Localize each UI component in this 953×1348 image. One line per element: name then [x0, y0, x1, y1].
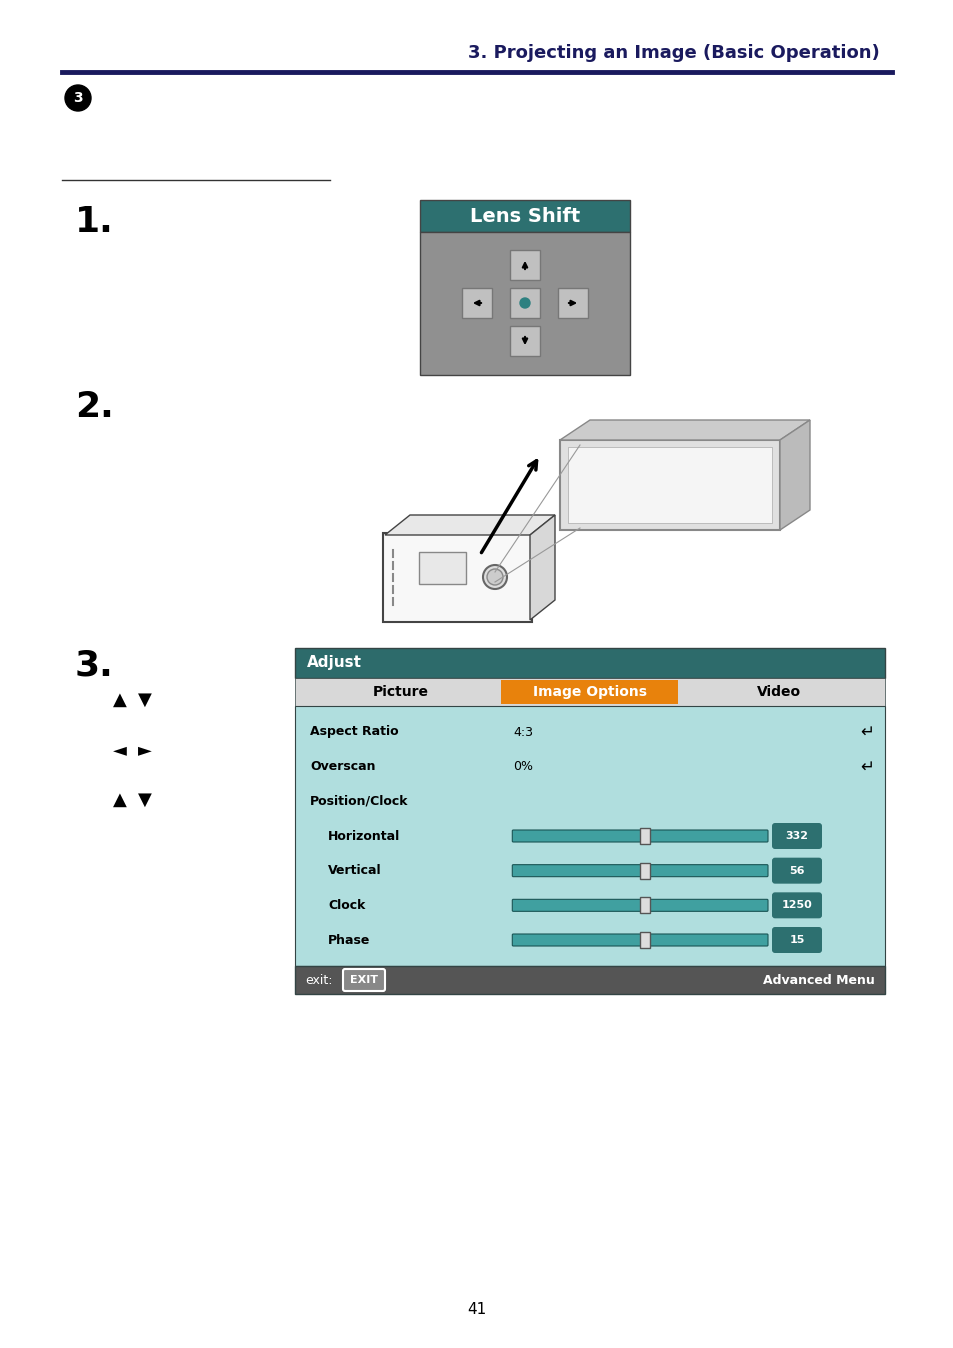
Text: ▲: ▲	[113, 791, 127, 809]
Text: Clock: Clock	[328, 899, 365, 911]
Text: ▼: ▼	[138, 791, 152, 809]
FancyBboxPatch shape	[294, 706, 884, 967]
Text: Horizontal: Horizontal	[328, 829, 400, 842]
FancyBboxPatch shape	[510, 249, 539, 280]
FancyBboxPatch shape	[419, 232, 629, 375]
Text: Advanced Menu: Advanced Menu	[762, 973, 874, 987]
Polygon shape	[559, 421, 809, 439]
FancyBboxPatch shape	[382, 532, 532, 621]
Text: Picture: Picture	[373, 685, 429, 700]
Text: 1250: 1250	[781, 900, 812, 910]
Text: Image Options: Image Options	[533, 685, 646, 700]
Text: Phase: Phase	[328, 934, 370, 946]
Text: 4:3: 4:3	[513, 725, 533, 739]
FancyBboxPatch shape	[512, 934, 767, 946]
Polygon shape	[567, 448, 771, 523]
Text: 15: 15	[788, 936, 803, 945]
Text: ►: ►	[138, 741, 152, 759]
Text: ▲: ▲	[113, 692, 127, 709]
Text: 3. Projecting an Image (Basic Operation): 3. Projecting an Image (Basic Operation)	[468, 44, 879, 62]
Circle shape	[482, 565, 506, 589]
Text: Vertical: Vertical	[328, 864, 381, 878]
Text: EXIT: EXIT	[350, 975, 377, 985]
Text: ◄: ◄	[113, 741, 127, 759]
Polygon shape	[530, 515, 555, 620]
FancyBboxPatch shape	[639, 898, 650, 914]
Text: 3.: 3.	[75, 648, 113, 682]
Text: 41: 41	[467, 1302, 486, 1317]
Text: 1.: 1.	[75, 205, 113, 239]
Circle shape	[65, 85, 91, 111]
Text: ↵: ↵	[860, 723, 873, 741]
FancyBboxPatch shape	[558, 288, 587, 318]
FancyBboxPatch shape	[501, 679, 678, 704]
Text: Aspect Ratio: Aspect Ratio	[310, 725, 398, 739]
FancyBboxPatch shape	[418, 551, 465, 584]
FancyBboxPatch shape	[294, 678, 884, 706]
Text: Position/Clock: Position/Clock	[310, 795, 408, 807]
FancyBboxPatch shape	[771, 857, 821, 884]
FancyBboxPatch shape	[771, 927, 821, 953]
FancyBboxPatch shape	[639, 828, 650, 844]
Text: Video: Video	[756, 685, 800, 700]
FancyBboxPatch shape	[510, 288, 539, 318]
Text: 3: 3	[73, 92, 83, 105]
FancyBboxPatch shape	[461, 288, 492, 318]
Text: Lens Shift: Lens Shift	[470, 206, 579, 225]
Circle shape	[486, 569, 502, 585]
FancyBboxPatch shape	[343, 969, 385, 991]
FancyBboxPatch shape	[512, 864, 767, 876]
Polygon shape	[559, 439, 780, 530]
FancyBboxPatch shape	[510, 326, 539, 356]
Text: 56: 56	[788, 865, 804, 876]
FancyBboxPatch shape	[419, 200, 629, 232]
Polygon shape	[780, 421, 809, 530]
Text: Adjust: Adjust	[307, 655, 361, 670]
FancyBboxPatch shape	[512, 830, 767, 842]
FancyBboxPatch shape	[512, 899, 767, 911]
FancyBboxPatch shape	[639, 863, 650, 879]
Polygon shape	[385, 515, 555, 535]
Text: 0%: 0%	[513, 760, 533, 774]
FancyBboxPatch shape	[639, 931, 650, 948]
FancyBboxPatch shape	[771, 892, 821, 918]
Text: 332: 332	[784, 830, 807, 841]
FancyBboxPatch shape	[771, 824, 821, 849]
FancyBboxPatch shape	[294, 967, 884, 993]
Text: ▼: ▼	[138, 692, 152, 709]
Text: exit:: exit:	[305, 973, 333, 987]
Circle shape	[519, 298, 530, 307]
Text: ↵: ↵	[860, 758, 873, 775]
FancyBboxPatch shape	[294, 648, 884, 678]
Text: 2.: 2.	[75, 390, 113, 425]
Text: Overscan: Overscan	[310, 760, 375, 774]
